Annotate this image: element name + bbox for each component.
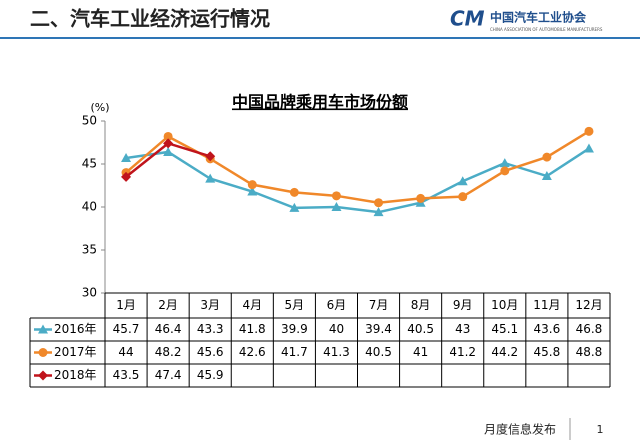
table-cell: 43 xyxy=(455,322,470,336)
table-cell: 39.9 xyxy=(281,322,308,336)
table-cell: 45.6 xyxy=(197,345,224,359)
table-cell: 41 xyxy=(413,345,428,359)
footer-text: 月度信息发布 xyxy=(484,422,556,437)
marker xyxy=(163,146,174,156)
marker xyxy=(457,176,468,186)
table-cell: 39.4 xyxy=(365,322,392,336)
y-tick-label: 30 xyxy=(82,286,97,300)
table-cell: 44.2 xyxy=(491,345,518,359)
x-tick-label: 4月 xyxy=(242,298,262,312)
marker xyxy=(583,143,594,153)
table-cell: 41.2 xyxy=(449,345,476,359)
slide-title: 二、汽车工业经济运行情况 xyxy=(30,7,270,31)
x-tick-label: 1月 xyxy=(116,298,136,312)
table-cell: 40.5 xyxy=(365,345,392,359)
table-cell: 41.8 xyxy=(239,322,266,336)
table-cell: 42.6 xyxy=(239,345,266,359)
x-tick-label: 12月 xyxy=(575,298,602,312)
marker xyxy=(121,171,132,182)
table-cell: 43.5 xyxy=(113,368,140,382)
legend-label: 2017年 xyxy=(54,345,97,359)
y-tick-label: 50 xyxy=(82,114,97,128)
marker xyxy=(499,158,510,168)
marker xyxy=(541,171,552,181)
table-cell: 40.5 xyxy=(407,322,434,336)
x-tick-label: 3月 xyxy=(200,298,220,312)
marker xyxy=(289,187,299,197)
marker xyxy=(416,193,426,203)
x-tick-label: 10月 xyxy=(491,298,518,312)
table-cell: 44 xyxy=(118,345,133,359)
marker xyxy=(584,126,594,136)
marker xyxy=(289,202,300,212)
x-tick-label: 6月 xyxy=(327,298,347,312)
page-number: 1 xyxy=(597,423,604,436)
legend-label: 2018年 xyxy=(54,368,97,382)
marker xyxy=(247,186,258,196)
y-tick-label: 45 xyxy=(82,157,97,171)
chart-title: 中国品牌乘用车市场份额 xyxy=(232,93,408,112)
marker xyxy=(163,138,174,149)
table-cell: 43.6 xyxy=(534,322,561,336)
table-cell: 47.4 xyxy=(155,368,182,382)
x-tick-label: 8月 xyxy=(411,298,431,312)
marker xyxy=(205,173,216,183)
logo-text: 中国汽车工业协会 xyxy=(490,10,587,25)
y-tick-label: 35 xyxy=(82,243,97,257)
x-tick-label: 7月 xyxy=(369,298,389,312)
y-tick-label: 40 xyxy=(82,200,97,214)
x-tick-label: 5月 xyxy=(285,298,305,312)
logo: CM 中国汽车工业协会 CHINA ASSOCIATION OF AUTOMOB… xyxy=(450,7,603,33)
table-cell: 41.7 xyxy=(281,345,308,359)
marker xyxy=(374,198,384,208)
marker xyxy=(542,152,552,162)
series-line xyxy=(125,130,590,204)
table-cell: 48.8 xyxy=(576,345,603,359)
series-line xyxy=(125,147,590,214)
marker xyxy=(247,180,257,190)
table-cell: 41.3 xyxy=(323,345,350,359)
marker xyxy=(331,191,341,201)
logo-subtitle: CHINA ASSOCIATION OF AUTOMOBILE MANUFACT… xyxy=(490,27,603,32)
x-tick-label: 2月 xyxy=(158,298,178,312)
table-cell: 40 xyxy=(329,322,344,336)
x-tick-label: 9月 xyxy=(453,298,473,312)
legend-marker xyxy=(38,370,48,381)
table-cell: 45.1 xyxy=(491,322,518,336)
legend-marker xyxy=(38,324,48,334)
marker xyxy=(163,131,173,141)
marker xyxy=(121,152,132,162)
table-cell: 45.7 xyxy=(113,322,140,336)
marker xyxy=(205,151,216,162)
logo-mark: CM xyxy=(450,7,485,31)
table-cell: 45.9 xyxy=(197,368,224,382)
legend-label: 2016年 xyxy=(54,322,97,336)
table-cell: 45.8 xyxy=(534,345,561,359)
marker xyxy=(331,202,342,211)
legend-marker xyxy=(38,348,48,357)
table-cell: 46.4 xyxy=(155,322,182,336)
x-tick-label: 11月 xyxy=(533,298,560,312)
table-cell: 43.3 xyxy=(197,322,224,336)
table-cell: 48.2 xyxy=(155,345,182,359)
marker xyxy=(500,166,510,176)
marker xyxy=(458,192,468,202)
marker xyxy=(373,207,384,217)
table-cell: 46.8 xyxy=(576,322,603,336)
y-axis-label: (%) xyxy=(90,101,109,114)
